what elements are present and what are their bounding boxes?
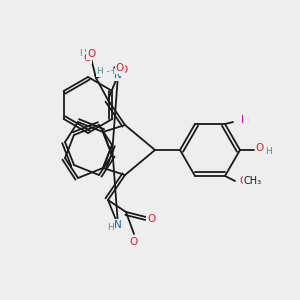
Text: O: O bbox=[256, 143, 264, 153]
Text: O: O bbox=[83, 53, 91, 63]
Text: O: O bbox=[130, 237, 138, 247]
Text: O: O bbox=[116, 63, 124, 73]
Text: O: O bbox=[147, 214, 155, 224]
Text: N: N bbox=[114, 70, 122, 80]
Text: O: O bbox=[87, 49, 95, 59]
Text: N: N bbox=[114, 220, 122, 230]
Text: CH₃: CH₃ bbox=[244, 176, 262, 186]
Text: O: O bbox=[120, 65, 128, 75]
Text: H: H bbox=[106, 68, 113, 76]
Text: H: H bbox=[80, 49, 86, 58]
Text: H: H bbox=[106, 224, 113, 232]
Text: H: H bbox=[265, 148, 272, 157]
Text: I: I bbox=[242, 115, 244, 125]
Text: O: O bbox=[239, 176, 247, 186]
Text: H -: H - bbox=[97, 68, 110, 76]
